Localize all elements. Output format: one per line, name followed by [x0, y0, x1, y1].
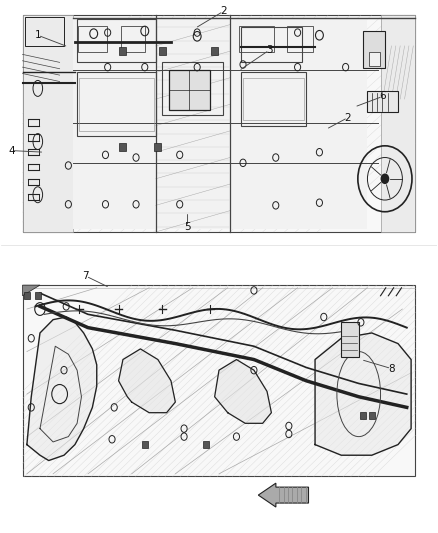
- Text: 1: 1: [35, 30, 41, 41]
- Bar: [77, 19, 155, 62]
- Bar: [79, 78, 153, 131]
- Bar: [162, 62, 223, 115]
- Text: 8: 8: [388, 364, 395, 374]
- Bar: [120, 47, 127, 55]
- Bar: [360, 411, 366, 419]
- Bar: [78, 26, 107, 52]
- Bar: [381, 15, 416, 232]
- Bar: [341, 322, 359, 357]
- Text: 2: 2: [345, 112, 351, 123]
- Polygon shape: [215, 360, 272, 423]
- Bar: [73, 18, 367, 229]
- Bar: [77, 72, 155, 136]
- Bar: [241, 27, 302, 62]
- Bar: [25, 17, 64, 46]
- Bar: [22, 15, 416, 232]
- Text: 7: 7: [82, 271, 89, 281]
- Bar: [22, 285, 416, 477]
- Bar: [363, 31, 385, 68]
- Polygon shape: [315, 333, 411, 455]
- Circle shape: [381, 173, 389, 184]
- Bar: [369, 411, 375, 419]
- Bar: [369, 52, 380, 66]
- Bar: [241, 72, 306, 126]
- Bar: [120, 143, 127, 151]
- Polygon shape: [22, 285, 40, 296]
- Bar: [121, 26, 145, 52]
- Polygon shape: [27, 317, 97, 461]
- Bar: [35, 292, 41, 300]
- Bar: [211, 47, 218, 55]
- Bar: [287, 26, 313, 52]
- Text: 5: 5: [184, 222, 191, 232]
- Bar: [159, 47, 166, 55]
- Bar: [154, 143, 161, 151]
- Bar: [367, 91, 398, 112]
- Bar: [142, 441, 148, 448]
- Bar: [24, 292, 30, 300]
- Bar: [244, 78, 304, 120]
- Bar: [169, 70, 210, 110]
- Text: 6: 6: [379, 91, 386, 101]
- Text: 4: 4: [8, 146, 15, 156]
- Bar: [203, 441, 209, 448]
- Polygon shape: [119, 349, 175, 413]
- Bar: [239, 26, 274, 52]
- Text: 3: 3: [266, 45, 272, 55]
- Text: 2: 2: [220, 6, 227, 17]
- Bar: [22, 15, 73, 232]
- Polygon shape: [258, 483, 308, 507]
